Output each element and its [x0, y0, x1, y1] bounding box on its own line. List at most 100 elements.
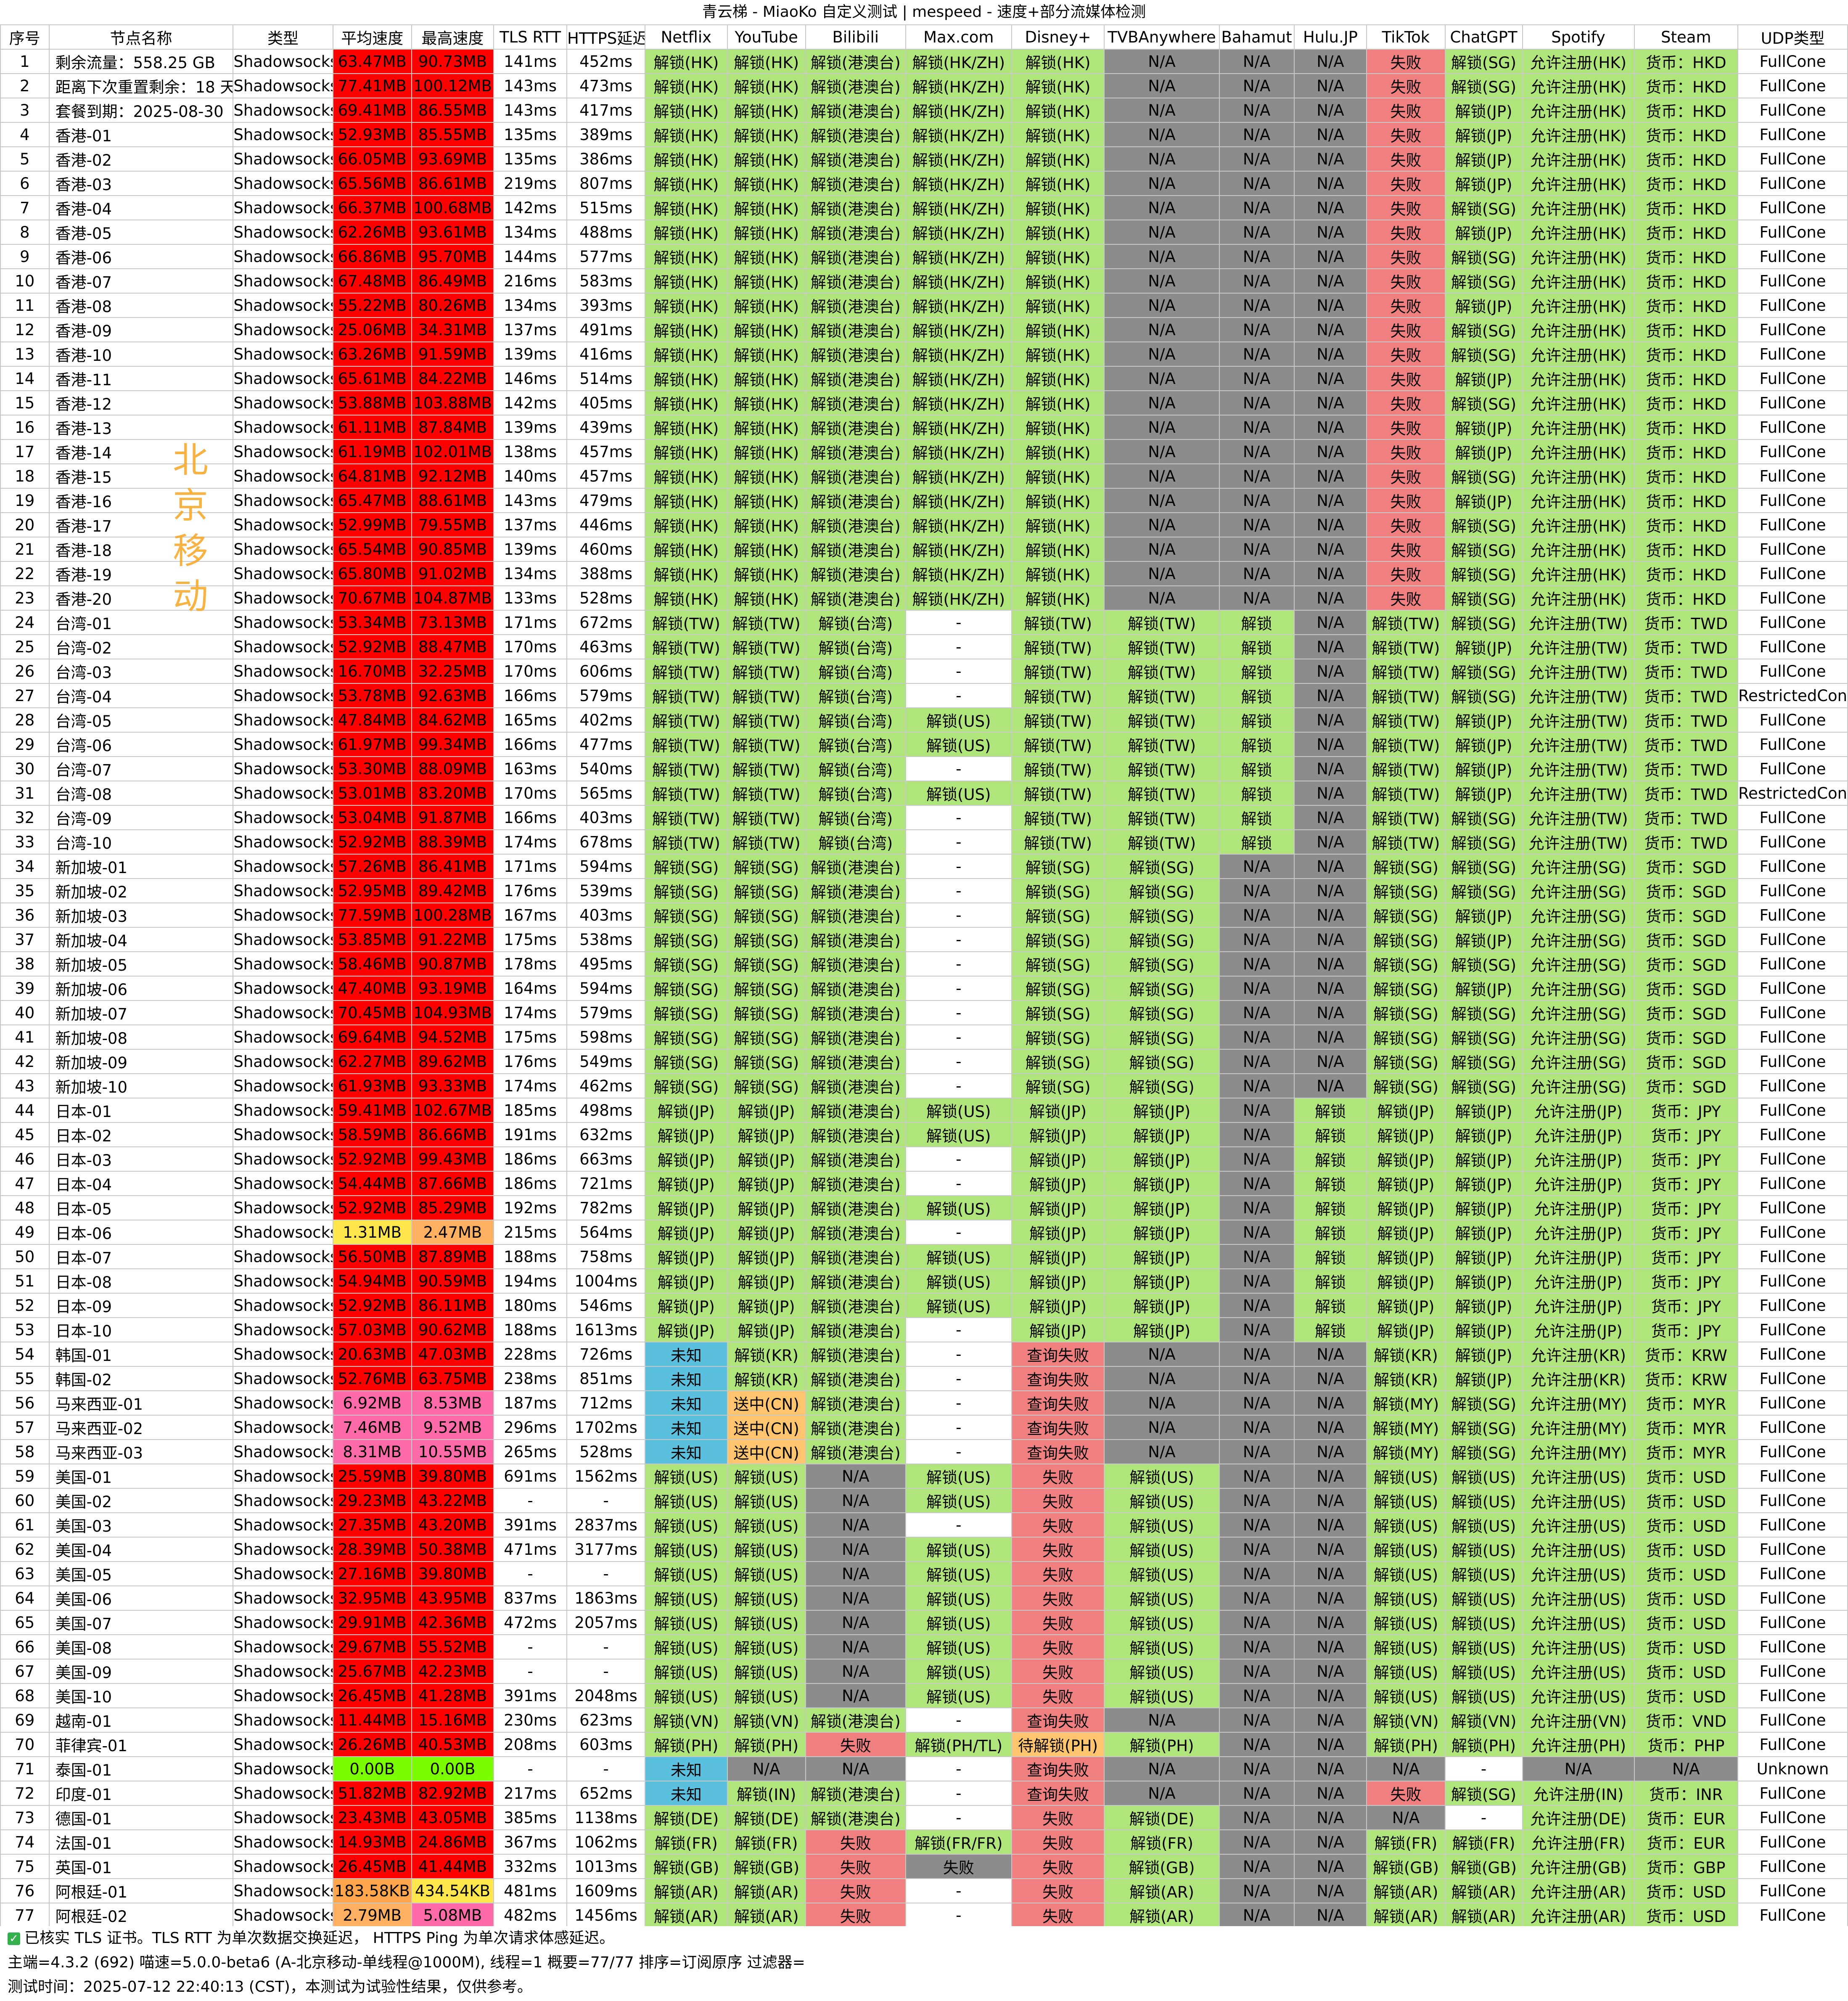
table-cell: 解锁(HK/ZH) — [905, 439, 1012, 464]
table-cell: N/A — [1219, 1146, 1295, 1172]
table-cell: 失败 — [1366, 341, 1446, 367]
table-cell: 解锁(港澳台) — [805, 1439, 906, 1464]
table-cell: 2.79MB — [332, 1903, 412, 1928]
table-cell: 解锁(SG) — [1366, 1049, 1446, 1074]
table-cell: N/A — [1293, 1000, 1367, 1025]
table-cell: 解锁(AR) — [1366, 1878, 1446, 1903]
table-cell: 货币：JPY — [1634, 1293, 1739, 1318]
table-cell: N/A — [805, 1659, 906, 1684]
table-cell: 解锁(HK) — [727, 195, 806, 220]
table-cell: Shadowsocks — [233, 854, 333, 879]
table-cell: N/A — [1104, 293, 1220, 318]
table-cell: 88.47MB — [411, 634, 494, 659]
table-cell: 86.41MB — [411, 854, 494, 879]
table-cell: Shadowsocks — [233, 951, 333, 977]
column-header: Bahamut — [1219, 24, 1295, 50]
table-cell: 64 — [0, 1585, 50, 1611]
table-cell: 90.73MB — [411, 49, 494, 74]
table-cell: 解锁 — [1293, 1195, 1367, 1220]
table-cell: 32 — [0, 805, 50, 830]
table-cell: 171ms — [493, 854, 568, 879]
table-cell: 货币：KRW — [1634, 1342, 1739, 1367]
table-cell: 27.35MB — [332, 1512, 412, 1538]
table-cell: 允许注册(HK) — [1522, 390, 1635, 416]
table-cell: 解锁(TW) — [645, 659, 728, 684]
table-cell: 失败 — [1011, 1805, 1105, 1830]
table-row: 50 日本-07 Shadowsocks 56.50MB 87.89MB 188ms 758… — [0, 1244, 1848, 1269]
table-cell: 解锁(JP) — [1104, 1195, 1220, 1220]
checkbox-icon: ✓ — [8, 1932, 20, 1945]
table-cell: 货币：USD — [1634, 1610, 1739, 1635]
table-cell: 170ms — [493, 659, 568, 684]
table-cell: N/A — [1219, 1878, 1295, 1903]
table-cell: 解锁(港澳台) — [805, 171, 906, 196]
table-cell: Shadowsocks — [233, 1512, 333, 1538]
table-cell: 50.38MB — [411, 1537, 494, 1562]
table-cell: 解锁(港澳台) — [805, 1317, 906, 1342]
table-cell: 解锁(HK) — [727, 366, 806, 391]
table-cell: N/A — [1104, 537, 1220, 562]
table-cell: 解锁(GB) — [645, 1854, 728, 1879]
table-cell: 货币：HKD — [1634, 293, 1739, 318]
table-cell: 解锁(PH) — [1104, 1732, 1220, 1757]
table-cell: N/A — [805, 1585, 906, 1611]
column-header: 序号 — [0, 24, 50, 50]
table-cell: 解锁(港澳台) — [805, 244, 906, 269]
table-cell: 解锁(US) — [1104, 1610, 1220, 1635]
table-cell: 解锁(JP) — [645, 1195, 728, 1220]
table-cell: 528ms — [566, 585, 646, 611]
table-cell: 446ms — [566, 512, 646, 537]
table-cell: N/A — [1293, 146, 1367, 172]
table-cell: 77 — [0, 1903, 50, 1928]
table-cell: 46 — [0, 1146, 50, 1172]
table-row: 25 台湾-02 Shadowsocks 52.92MB 88.47MB 170ms 463… — [0, 634, 1848, 659]
table-cell: 403ms — [566, 903, 646, 928]
table-cell: 解锁(US) — [1444, 1561, 1523, 1586]
table-cell: N/A — [1104, 195, 1220, 220]
table-cell: 3 — [0, 98, 50, 123]
table-cell: 货币：SGD — [1634, 903, 1739, 928]
table-cell: Shadowsocks — [233, 1585, 333, 1611]
table-row: 48 日本-05 Shadowsocks 52.92MB 85.29MB 192ms 782… — [0, 1195, 1848, 1220]
table-cell: Shadowsocks — [233, 1317, 333, 1342]
table-cell: 5 — [0, 146, 50, 172]
table-cell: 473ms — [566, 73, 646, 98]
table-cell: 解锁(HK/ZH) — [905, 49, 1012, 74]
table-cell: N/A — [1219, 293, 1295, 318]
table-cell: 23 — [0, 585, 50, 611]
table-cell: 29.91MB — [332, 1610, 412, 1635]
table-cell: Shadowsocks — [233, 1805, 333, 1830]
table-cell: 解锁(HK) — [1011, 341, 1105, 367]
table-cell: 解锁(JP) — [1444, 1171, 1523, 1196]
table-cell: FullCone — [1737, 463, 1848, 489]
table-cell: 解锁(TW) — [1366, 781, 1446, 806]
table-cell: N/A — [1104, 122, 1220, 147]
table-cell: 允许注册(VN) — [1522, 1707, 1635, 1733]
table-cell: FullCone — [1737, 1878, 1848, 1903]
table-cell: 解锁(HK/ZH) — [905, 293, 1012, 318]
table-cell: 货币：TWD — [1634, 659, 1739, 684]
table-cell: FullCone — [1737, 1146, 1848, 1172]
table-cell: 89.62MB — [411, 1049, 494, 1074]
table-cell: 91.87MB — [411, 805, 494, 830]
table-cell: 解锁(TW) — [1366, 659, 1446, 684]
table-cell: Shadowsocks — [233, 1829, 333, 1855]
table-cell: 104.93MB — [411, 1000, 494, 1025]
table-cell: 解锁(FR) — [1444, 1829, 1523, 1855]
table-cell: 失败 — [1366, 220, 1446, 245]
table-cell: 217ms — [493, 1781, 568, 1806]
table-cell: 解锁(KR) — [727, 1366, 806, 1391]
table-row: 2 距离下次重置剩余：18 天 Shadowsocks 77.41MB 100.12MB… — [0, 73, 1848, 98]
table-cell: 88.61MB — [411, 488, 494, 513]
table-cell: 61 — [0, 1512, 50, 1538]
table-row: 43 新加坡-10 Shadowsocks 61.93MB 93.33MB 174ms 46… — [0, 1073, 1848, 1098]
table-cell: N/A — [1219, 1805, 1295, 1830]
table-cell: 货币：HKD — [1634, 146, 1739, 172]
table-cell: 解锁(SG) — [1444, 805, 1523, 830]
table-cell: 日本-02 — [48, 1122, 234, 1147]
table-row: 77 阿根廷-02 Shadowsocks 2.79MB 5.08MB 482ms 1456… — [0, 1903, 1848, 1928]
table-cell: 解锁(MY) — [1366, 1390, 1446, 1416]
table-cell: 日本-09 — [48, 1293, 234, 1318]
table-cell: 允许注册(IN) — [1522, 1781, 1635, 1806]
table-cell: 462ms — [566, 1073, 646, 1098]
